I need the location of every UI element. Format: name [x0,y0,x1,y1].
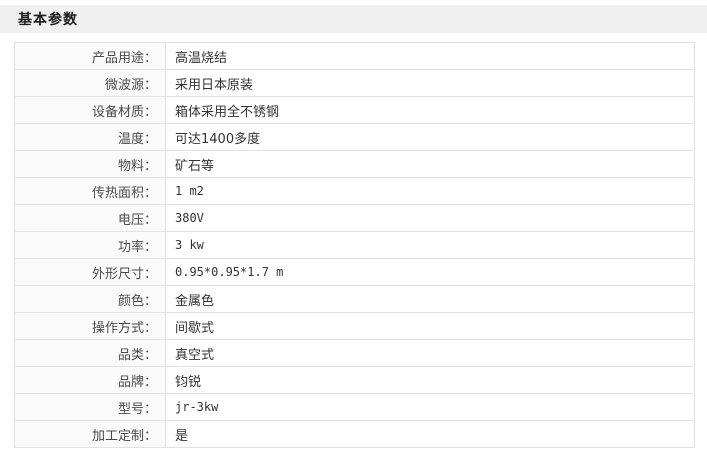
product-specs-page: 基本参数 产品用途： 高温烧结 微波源： 采用日本原装 设备材质： 箱体采用全不锈钢 温度：… [0,5,707,452]
param-label: 外形尺寸： [14,258,166,286]
table-row: 外形尺寸： 0.95*0.95*1.7 m [14,258,695,286]
param-label: 加工定制： [14,420,166,448]
param-value: 采用日本原装 [165,69,695,97]
param-value: 金属色 [165,285,695,313]
table-row: 操作方式： 间歇式 [14,312,695,340]
section-header: 基本参数 [0,5,707,33]
param-value: 矿石等 [165,150,695,178]
param-value: 是 [165,420,695,448]
param-label: 品牌： [14,366,166,394]
param-label: 颜色： [14,285,166,313]
param-label: 传热面积： [14,177,166,205]
param-label: 电压： [14,204,166,232]
param-value: jr-3kw [165,393,695,421]
param-value: 0.95*0.95*1.7 m [165,258,695,286]
param-label: 微波源： [14,69,166,97]
table-row: 功率： 3 kw [14,231,695,259]
param-value: 380V [165,204,695,232]
table-row: 品牌： 钧锐 [14,366,695,394]
section-title: 基本参数 [18,12,78,28]
param-value: 真空式 [165,339,695,367]
table-row: 温度： 可达1400多度 [14,123,695,151]
table-row: 传热面积： 1 m2 [14,177,695,205]
param-value: 箱体采用全不锈钢 [165,96,695,124]
param-value: 可达1400多度 [165,123,695,151]
param-label: 功率： [14,231,166,259]
param-label: 型号： [14,393,166,421]
table-row: 物料： 矿石等 [14,150,695,178]
param-value: 1 m2 [165,177,695,205]
spec-table: 产品用途： 高温烧结 微波源： 采用日本原装 设备材质： 箱体采用全不锈钢 温度： 可达140… [14,42,695,448]
param-label: 操作方式： [14,312,166,340]
param-label: 物料： [14,150,166,178]
table-row: 设备材质： 箱体采用全不锈钢 [14,96,695,124]
spec-table-body: 产品用途： 高温烧结 微波源： 采用日本原装 设备材质： 箱体采用全不锈钢 温度： 可达140… [14,42,695,448]
param-label: 设备材质： [14,96,166,124]
param-value: 间歇式 [165,312,695,340]
table-row: 电压： 380V [14,204,695,232]
table-row: 加工定制：是 [14,420,695,448]
param-label: 产品用途： [14,42,166,70]
table-row: 微波源： 采用日本原装 [14,69,695,97]
param-label: 品类： [14,339,166,367]
table-row: 型号： jr-3kw [14,393,695,421]
param-value: 3 kw [165,231,695,259]
table-row: 颜色： 金属色 [14,285,695,313]
param-label: 温度： [14,123,166,151]
param-value: 钧锐 [165,366,695,394]
table-row: 产品用途： 高温烧结 [14,42,695,70]
param-value: 高温烧结 [165,42,695,70]
table-row: 品类： 真空式 [14,339,695,367]
